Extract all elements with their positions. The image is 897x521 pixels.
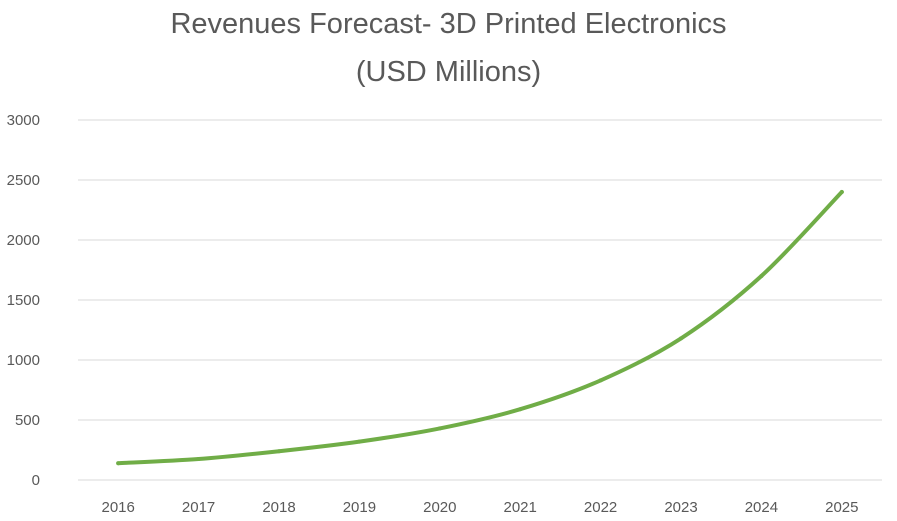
y-tick-label: 500 bbox=[15, 412, 40, 429]
x-tick-label: 2024 bbox=[745, 499, 778, 516]
x-tick-label: 2025 bbox=[825, 499, 858, 516]
x-tick-label: 2017 bbox=[182, 499, 215, 516]
x-tick-label: 2021 bbox=[504, 499, 537, 516]
series-line bbox=[116, 190, 844, 466]
data-point bbox=[679, 336, 683, 341]
gridlines bbox=[78, 119, 882, 481]
data-point bbox=[437, 426, 442, 431]
y-tick-label: 3000 bbox=[7, 112, 40, 129]
y-tick-label: 1500 bbox=[7, 292, 40, 309]
data-point bbox=[839, 190, 844, 194]
y-axis-tick-labels: 0 500 1000 1500 2000 2500 3000 bbox=[7, 112, 40, 489]
x-tick-label: 2016 bbox=[102, 499, 135, 516]
x-tick-label: 2020 bbox=[423, 499, 456, 516]
x-tick-label: 2022 bbox=[584, 499, 617, 516]
data-point bbox=[116, 461, 121, 466]
data-point bbox=[518, 407, 523, 412]
x-tick-label: 2023 bbox=[664, 499, 697, 516]
data-point bbox=[759, 274, 764, 278]
chart-title-line-1: Revenues Forecast- 3D Printed Electronic… bbox=[170, 8, 727, 40]
data-point bbox=[277, 449, 281, 454]
y-tick-label: 1000 bbox=[7, 352, 40, 369]
series-layer bbox=[116, 190, 844, 466]
y-tick-label: 2500 bbox=[7, 172, 40, 189]
y-tick-label: 0 bbox=[32, 472, 40, 489]
x-axis-tick-labels: 2016 2017 2018 2019 2020 2021 2022 2023 2024 2025 bbox=[102, 499, 859, 516]
y-tick-label: 2000 bbox=[7, 232, 40, 249]
x-tick-label: 2019 bbox=[343, 499, 376, 516]
data-point bbox=[196, 457, 201, 461]
data-point bbox=[357, 439, 362, 444]
x-tick-label: 2018 bbox=[262, 499, 295, 516]
chart-title-line-2: (USD Millions) bbox=[355, 56, 542, 88]
data-point bbox=[598, 378, 603, 383]
